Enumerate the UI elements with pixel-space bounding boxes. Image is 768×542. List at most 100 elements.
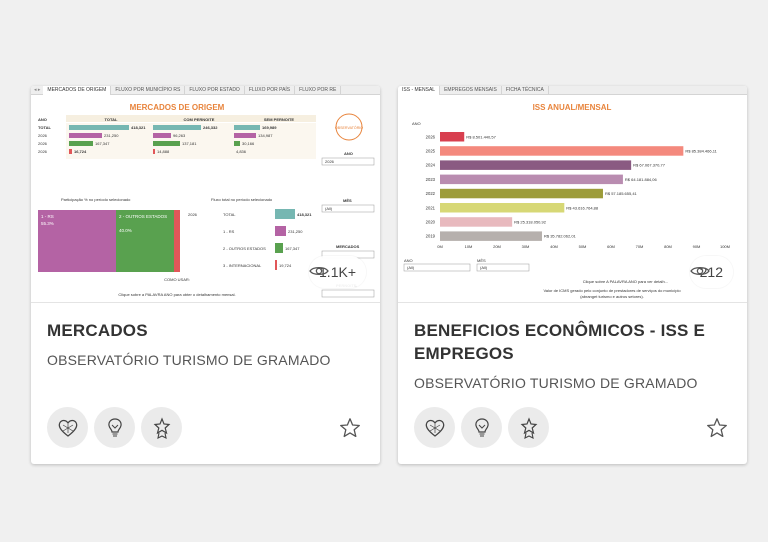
svg-text:ANO: ANO [38,117,47,122]
medal-icon [520,416,537,439]
svg-text:3 - INTERNACIONAL: 3 - INTERNACIONAL [223,263,262,268]
iss-chart: ISS ANUAL/MENSAL ANO 2026 R$ 8.501.440,57… [403,103,730,299]
tab: FLUXO POR MUNICÍPIO RS [111,86,186,95]
table-row: 2026 167,347 137,181 30,166 [38,141,255,146]
badge-heart[interactable] [414,407,455,448]
observatorio-logo: OBSERVATÓRIO [335,113,363,141]
svg-text:1 - RS: 1 - RS [41,214,54,219]
dashboard-tabs: ISS - MENSAL EMPREGOS MENSAIS FICHA TÉCN… [398,86,747,95]
svg-text:MÊS: MÊS [477,258,486,263]
tab-scroll-left-icon[interactable]: ◂ ▸ [34,87,41,93]
svg-text:246,332: 246,332 [203,125,218,130]
svg-text:14,888: 14,888 [157,149,170,154]
x-tick-label: 60M [607,244,615,249]
table-row: 2026 231,250 96,263 134,987 [38,133,273,138]
mercados-preview: MERCADOS DE ORIGEM OBSERVATÓRIO ANO TOTA… [38,103,375,298]
star-outline-icon [340,418,360,438]
badge-lightbulb[interactable] [461,407,502,448]
badge-medal[interactable] [508,407,549,448]
x-tick-label: 90M [693,244,701,249]
svg-text:TOTAL: TOTAL [38,125,52,130]
bar[interactable] [440,231,542,241]
viz-thumbnail[interactable]: ◂ ▸ MERCADOS DE ORIGEM FLUXO POR MUNICÍP… [31,86,380,303]
author-name[interactable]: OBSERVATÓRIO TURISMO DE GRAMADO [47,352,331,368]
svg-text:2026: 2026 [38,141,48,146]
bar[interactable] [440,174,623,185]
tab: EMPREGOS MENSAIS [440,86,502,95]
svg-text:(abranget turismo e autros set: (abranget turismo e autros setores). [580,294,644,299]
bar-category-label: 2020 [426,219,436,224]
badge-lightbulb[interactable] [94,407,135,448]
svg-text:MERCADOS: MERCADOS [336,244,360,249]
x-tick-label: 70M [636,244,644,249]
badge-heart[interactable] [47,407,88,448]
x-tick-label: 20M [493,244,501,249]
svg-text:Clique sobre A PALAVRA ANO par: Clique sobre A PALAVRA ANO para ver deta… [583,279,668,284]
viz-title[interactable]: MERCADOS [47,321,148,340]
svg-text:96,263: 96,263 [173,133,186,138]
bar-value-label: R$ 85.384.466,11 [685,148,717,153]
preview-heading: MERCADOS DE ORIGEM [130,103,225,112]
svg-text:16,724: 16,724 [74,149,87,154]
svg-text:MÊS: MÊS [343,198,352,203]
x-tick-label: 10M [465,244,473,249]
bar-value-label: R$ 57.185.655,41 [605,191,638,196]
x-tick-label: 50M [579,244,587,249]
bar-category-label: 2023 [426,177,436,182]
heart-puzzle-icon [425,419,444,437]
viz-thumbnail[interactable]: ISS - MENSAL EMPREGOS MENSAIS FICHA TÉCN… [398,86,747,303]
svg-text:TOTAL: TOTAL [223,212,236,217]
favorite-button[interactable] [336,412,364,444]
bar-category-label: 2024 [426,163,436,168]
view-count-badge: 212 [689,256,733,288]
author-name[interactable]: OBSERVATÓRIO TURISMO DE GRAMADO [414,375,698,391]
x-tick-label: 100M [720,244,730,249]
eye-icon [309,266,329,276]
viz-title[interactable]: BENEFICIOS ECONÔMICOS - ISS E EMPREGOS [414,321,706,363]
medal-icon [153,416,170,439]
favorite-button[interactable] [703,412,731,444]
tab: MERCADOS DE ORIGEM [43,86,112,95]
viz-card-mercados[interactable]: ◂ ▸ MERCADOS DE ORIGEM FLUXO POR MUNICÍP… [31,86,380,464]
bar-category-label: 2026 [426,134,436,139]
badge-medal[interactable] [141,407,182,448]
svg-text:(All): (All) [480,265,488,270]
svg-text:4,836: 4,836 [236,149,247,154]
bar-value-label: R$ 43.616.764,88 [566,205,599,210]
viz-card-beneficios[interactable]: ISS - MENSAL EMPREGOS MENSAIS FICHA TÉCN… [398,86,747,464]
svg-text:Valor de ICMS gerado pelo conj: Valor de ICMS gerado pelo conjunto de pr… [543,288,681,293]
table-row: TOTAL 418,321 246,332 169,989 [38,125,277,130]
bar[interactable] [440,217,513,227]
svg-text:1 - RS: 1 - RS [223,229,235,234]
svg-text:2 - OUTROS ESTADOS: 2 - OUTROS ESTADOS [223,246,266,251]
svg-text:169,989: 169,989 [262,125,277,130]
bar-value-label: R$ 8.501.440,57 [466,134,496,139]
bar-value-label: R$ 35.782.062,01 [544,234,577,239]
x-tick-label: 30M [522,244,530,249]
tab: FICHA TÉCNICA [502,86,549,95]
svg-text:(All): (All) [325,206,333,211]
bar[interactable] [440,188,603,199]
view-count-badge: 1.1K+ [309,256,366,288]
x-tick-label: 0M [437,244,443,249]
view-count: 1.1K+ [319,264,356,280]
svg-text:167,347: 167,347 [95,141,110,146]
svg-text:COM PERNOITE: COM PERNOITE [184,117,215,122]
bar[interactable] [440,132,465,142]
table-row: 2026 16,724 14,888 4,836 [38,149,247,154]
bar[interactable] [440,160,632,170]
svg-text:2026: 2026 [38,133,48,138]
svg-text:2026: 2026 [188,212,198,217]
bar[interactable] [440,203,565,213]
svg-text:ANO: ANO [344,151,353,156]
svg-text:134,987: 134,987 [258,133,273,138]
svg-text:40.0%: 40.0% [119,228,132,233]
svg-text:SEM PERNOITE: SEM PERNOITE [264,117,295,122]
svg-text:231,250: 231,250 [288,229,303,234]
tab: ISS - MENSAL [398,86,441,95]
corner-label: ANO [412,121,421,126]
bar[interactable] [440,146,684,156]
tab: FLUXO POR ESTADO [185,86,245,95]
lightbulb-icon [474,417,489,436]
svg-text:137,181: 137,181 [182,141,197,146]
